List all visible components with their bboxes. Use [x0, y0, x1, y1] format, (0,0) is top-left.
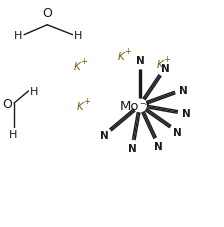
Text: K: K [118, 51, 125, 61]
Text: +: + [125, 46, 131, 55]
Text: N: N [182, 109, 191, 119]
Text: N: N [173, 127, 182, 137]
Text: K: K [77, 102, 84, 112]
Text: H: H [74, 31, 82, 40]
Text: $^{-4}$: $^{-4}$ [139, 101, 151, 111]
Text: +: + [84, 97, 90, 106]
Text: N: N [99, 131, 108, 141]
Text: N: N [136, 56, 144, 66]
Text: +: + [163, 55, 170, 64]
Text: K: K [73, 61, 80, 71]
Text: N: N [154, 141, 163, 151]
Text: N: N [128, 144, 137, 154]
Text: H: H [14, 31, 23, 40]
Text: Mo: Mo [119, 99, 139, 112]
Text: N: N [161, 64, 169, 74]
Text: K: K [156, 60, 163, 70]
Text: N: N [179, 85, 187, 95]
Text: H: H [9, 129, 17, 139]
Text: O: O [2, 97, 13, 110]
Text: O: O [42, 7, 52, 20]
Text: +: + [80, 56, 87, 65]
Text: H: H [30, 86, 38, 96]
